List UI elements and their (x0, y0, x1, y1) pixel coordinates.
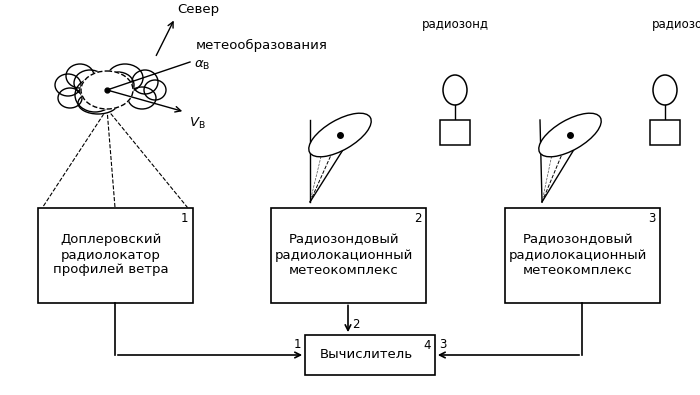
Ellipse shape (128, 87, 156, 109)
Bar (38, 207, 192, 303)
Text: 2: 2 (352, 318, 360, 331)
Ellipse shape (75, 78, 115, 112)
Text: $\alpha_\mathregular{В}$: $\alpha_\mathregular{В}$ (194, 58, 211, 71)
Text: радиозонд: радиозонд (652, 18, 700, 31)
Ellipse shape (102, 72, 134, 98)
Ellipse shape (58, 88, 82, 108)
Ellipse shape (539, 113, 601, 157)
Ellipse shape (74, 70, 106, 96)
Ellipse shape (132, 70, 158, 94)
Text: Радиозондовый
радиолокационный
метеокомплекс: Радиозондовый радиолокационный метеокомп… (275, 233, 413, 276)
Text: $V_\mathregular{В}$: $V_\mathregular{В}$ (189, 116, 206, 131)
Ellipse shape (107, 64, 143, 92)
Text: радиозонд: радиозонд (421, 18, 489, 31)
Text: 1: 1 (293, 338, 301, 351)
Bar (650, 120, 680, 145)
Text: Радиозондовый
радиолокационный
метеокомплекс: Радиозондовый радиолокационный метеокомп… (509, 233, 648, 276)
Text: 4: 4 (424, 339, 430, 352)
Ellipse shape (81, 71, 133, 109)
Bar (505, 207, 659, 303)
Text: 2: 2 (414, 211, 421, 224)
Ellipse shape (309, 113, 371, 157)
Text: 1: 1 (181, 211, 188, 224)
Text: 3: 3 (648, 211, 655, 224)
Text: Север: Север (177, 3, 219, 16)
Bar (270, 207, 426, 303)
Text: метеообразования: метеообразования (196, 38, 328, 51)
Text: Вычислитель: Вычислитель (319, 348, 412, 361)
Ellipse shape (66, 64, 94, 88)
Text: 3: 3 (439, 338, 447, 351)
Ellipse shape (55, 74, 81, 96)
Bar (305, 335, 435, 375)
Ellipse shape (78, 92, 118, 114)
Text: Доплеровский
радиолокатор
профилей ветра: Доплеровский радиолокатор профилей ветра (53, 233, 169, 276)
Ellipse shape (144, 80, 166, 100)
Bar (440, 120, 470, 145)
